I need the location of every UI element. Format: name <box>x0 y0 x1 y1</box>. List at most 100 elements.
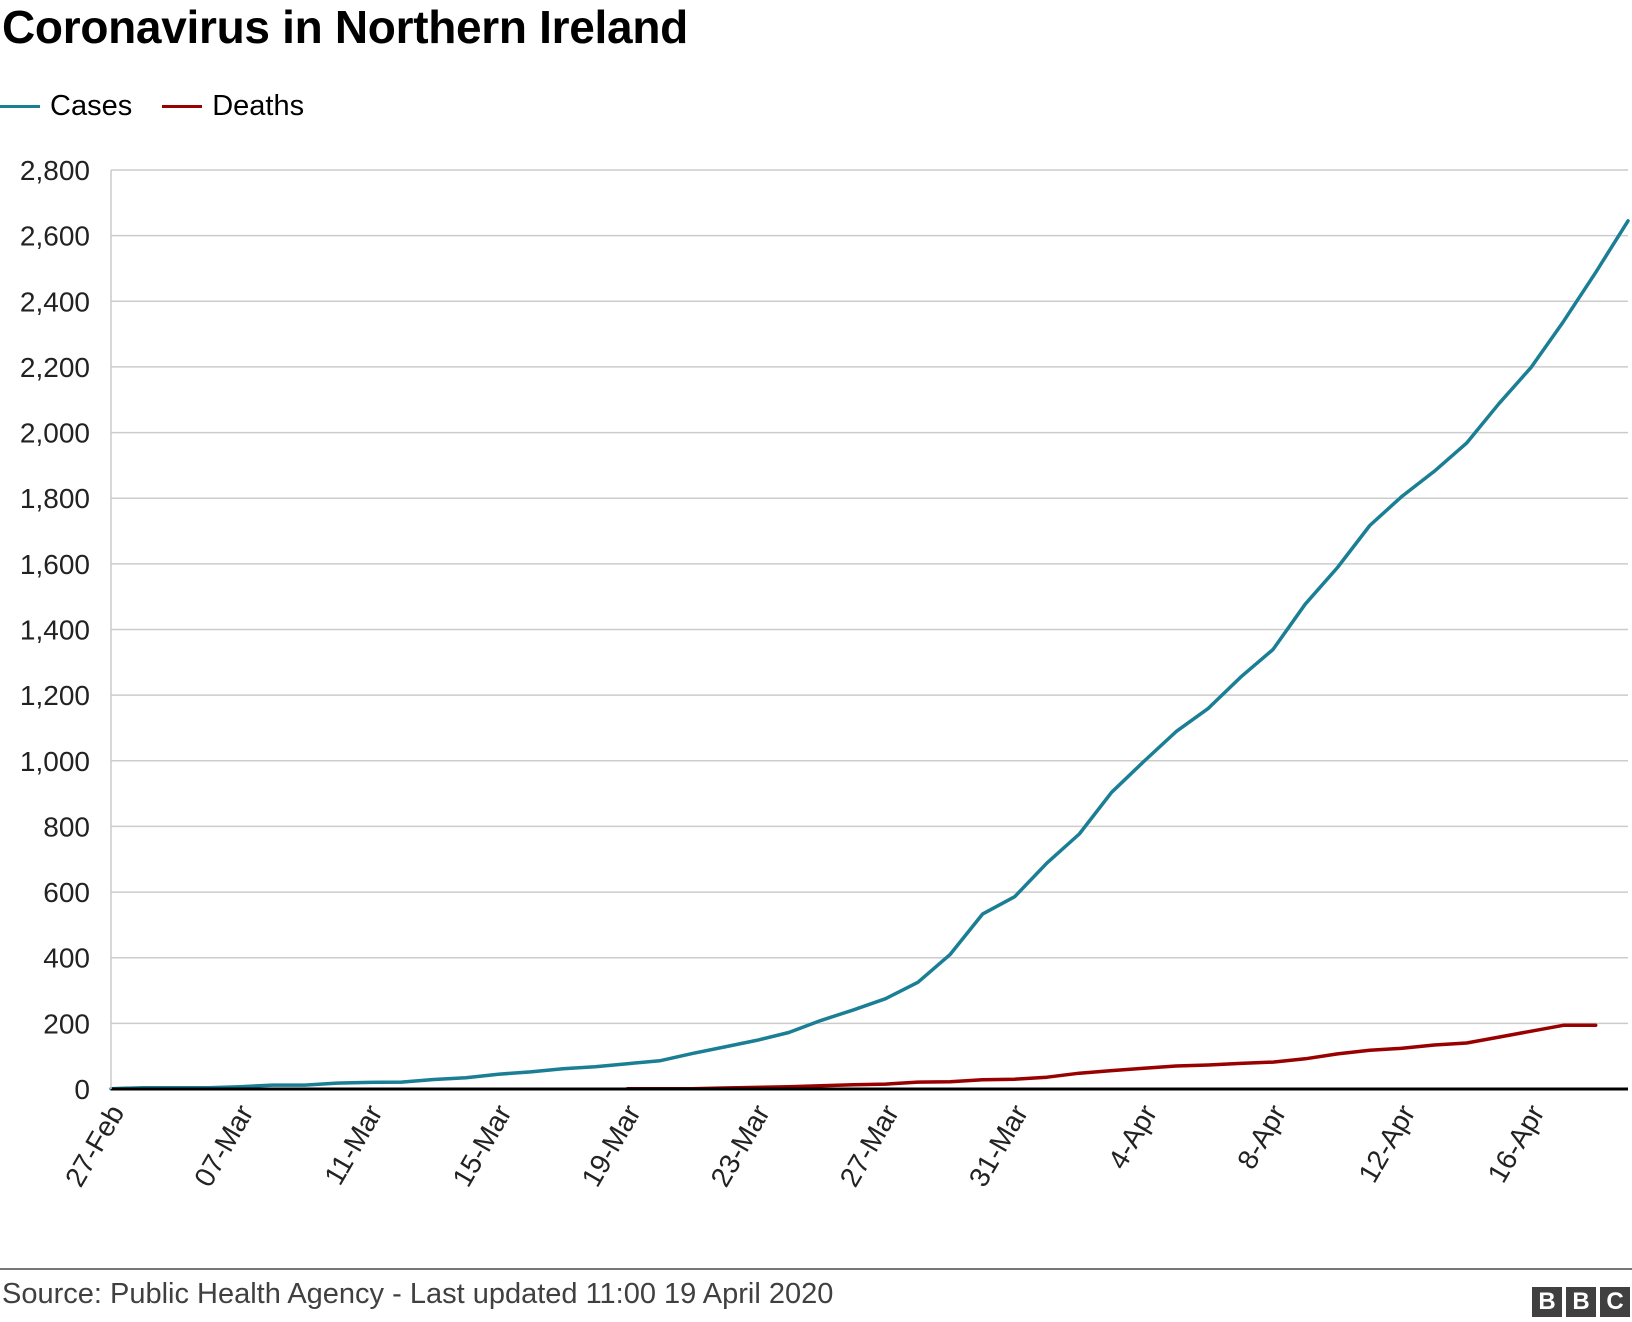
data-point-deaths <box>1271 1060 1276 1065</box>
y-tick-label: 1,600 <box>20 549 90 580</box>
data-point-deaths <box>1432 1043 1437 1048</box>
data-point-deaths <box>1464 1041 1469 1046</box>
data-point-cases <box>980 912 985 917</box>
data-point-cases <box>302 1083 307 1088</box>
data-point-cases <box>851 1007 856 1012</box>
data-point-cases <box>1012 894 1017 899</box>
x-tick-label: 11-Mar <box>318 1100 388 1191</box>
data-point-cases <box>690 1051 695 1056</box>
data-point-cases <box>657 1058 662 1063</box>
legend-item-deaths: Deaths <box>162 90 304 123</box>
y-tick-label: 2,800 <box>20 155 90 186</box>
data-point-deaths <box>915 1080 920 1085</box>
data-point-cases <box>883 996 888 1001</box>
legend-label-deaths: Deaths <box>212 89 305 122</box>
data-point-cases <box>1303 602 1308 607</box>
data-point-cases <box>1626 218 1631 223</box>
data-point-deaths <box>948 1079 953 1084</box>
y-tick-label: 200 <box>43 1008 90 1039</box>
data-point-cases <box>593 1064 598 1069</box>
data-point-cases <box>1335 565 1340 570</box>
data-point-deaths <box>1303 1056 1308 1061</box>
y-tick-label: 2,600 <box>20 221 90 252</box>
y-tick-label: 1,200 <box>20 680 90 711</box>
data-point-cases <box>754 1038 759 1043</box>
y-tick-label: 1,400 <box>20 615 90 646</box>
data-point-deaths <box>1238 1061 1243 1066</box>
data-point-cases <box>1432 469 1437 474</box>
x-axis-ticks: 27-Feb 07-Mar 11-Mar 15-Mar 19-Mar 23-Mar 27-M… <box>59 1100 1550 1192</box>
data-point-deaths <box>1561 1023 1566 1028</box>
data-point-cases <box>334 1081 339 1086</box>
x-tick-label: 12-Apr <box>1352 1100 1421 1188</box>
legend-label-cases: Cases <box>50 89 133 122</box>
x-tick-label: 23-Mar <box>705 1100 776 1192</box>
data-point-cases <box>819 1018 824 1023</box>
x-tick-label: 4-Apr <box>1102 1100 1163 1175</box>
y-tick-label: 2,200 <box>20 352 90 383</box>
x-tick-label: 27-Feb <box>59 1100 130 1192</box>
data-point-deaths <box>1335 1051 1340 1056</box>
y-tick-label: 1,000 <box>20 746 90 777</box>
data-point-deaths <box>1529 1029 1534 1034</box>
data-point-cases <box>1045 860 1050 865</box>
x-tick-label: 16-Apr <box>1481 1100 1550 1188</box>
bbc-logo-letter: B <box>1532 1287 1562 1317</box>
data-point-deaths <box>980 1077 985 1082</box>
data-point-deaths <box>1045 1075 1050 1080</box>
data-point-deaths <box>1496 1035 1501 1040</box>
legend-swatch-deaths <box>162 104 203 108</box>
data-point-cases <box>367 1080 372 1085</box>
data-point-cases <box>1271 647 1276 652</box>
chart-title: Coronavirus in Northern Ireland <box>2 1 688 53</box>
bbc-logo: B B C <box>1532 1287 1630 1317</box>
data-point-cases <box>1109 790 1114 795</box>
data-point-cases <box>1561 319 1566 324</box>
data-point-cases <box>722 1045 727 1050</box>
data-point-deaths <box>1077 1071 1082 1076</box>
data-point-deaths <box>883 1082 888 1087</box>
bbc-logo-letter: C <box>1600 1287 1630 1317</box>
data-point-deaths <box>1109 1068 1114 1073</box>
bbc-logo-letter: B <box>1566 1287 1596 1317</box>
footer-divider <box>0 1268 1632 1270</box>
legend-item-cases: Cases <box>0 90 132 123</box>
data-point-deaths <box>1012 1077 1017 1082</box>
y-tick-label: 800 <box>43 811 90 842</box>
y-tick-label: 600 <box>43 877 90 908</box>
data-point-cases <box>399 1080 404 1085</box>
data-point-cases <box>625 1061 630 1066</box>
x-tick-label: 27-Mar <box>834 1100 905 1192</box>
data-point-deaths <box>1206 1063 1211 1068</box>
data-point-cases <box>431 1077 436 1082</box>
data-point-cases <box>1206 706 1211 711</box>
data-point-cases <box>1400 494 1405 499</box>
x-tick-label: 8-Apr <box>1231 1100 1292 1175</box>
line-chart: 0 200 400 600 800 1,000 1,200 1,400 1,600 1,800 2,… <box>20 155 1631 1192</box>
data-point-deaths <box>819 1083 824 1088</box>
series-lines <box>109 218 1631 1091</box>
data-point-cases <box>915 980 920 985</box>
source-note: Source: Public Health Agency - Last upda… <box>2 1278 834 1310</box>
series-line-deaths <box>625 1023 1598 1091</box>
x-tick-label: 31-Mar <box>963 1100 1034 1192</box>
data-point-deaths <box>851 1082 856 1087</box>
data-point-deaths <box>1174 1064 1179 1069</box>
data-point-cases <box>1077 832 1082 837</box>
x-tick-label: 07-Mar <box>188 1100 259 1192</box>
y-tick-label: 2,000 <box>20 418 90 449</box>
data-point-cases <box>560 1066 565 1071</box>
x-tick-label: 19-Mar <box>575 1100 646 1192</box>
data-point-cases <box>1367 523 1372 528</box>
data-point-cases <box>1174 729 1179 734</box>
data-point-cases <box>528 1069 533 1074</box>
data-point-cases <box>270 1083 275 1088</box>
series-line-cases <box>109 219 1630 1091</box>
data-point-cases <box>1238 675 1243 680</box>
data-point-deaths <box>1593 1023 1598 1028</box>
y-axis-ticks: 0 200 400 600 800 1,000 1,200 1,400 1,600 1,800 2,… <box>20 155 90 1105</box>
y-tick-label: 1,800 <box>20 483 90 514</box>
data-point-cases <box>496 1072 501 1077</box>
data-point-cases <box>786 1030 791 1035</box>
data-point-cases <box>1141 759 1146 764</box>
